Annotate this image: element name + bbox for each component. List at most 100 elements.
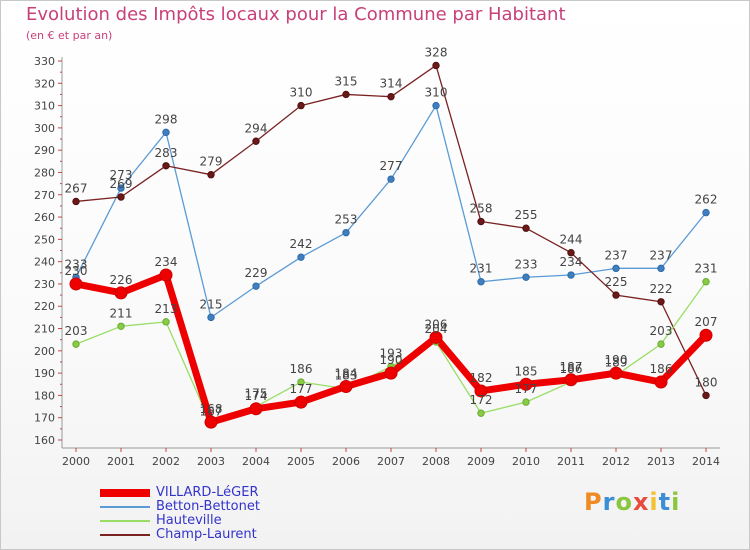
- data-label: 279: [200, 155, 223, 169]
- data-label: 328: [425, 45, 448, 59]
- data-point: [612, 264, 620, 273]
- data-point: [387, 92, 395, 101]
- data-point: [207, 313, 215, 322]
- data-label: 237: [650, 248, 673, 262]
- data-point: [702, 208, 710, 217]
- data-label: 233: [65, 257, 88, 271]
- data-label: 234: [155, 255, 178, 269]
- data-point: [522, 273, 530, 281]
- data-label: 298: [155, 112, 178, 126]
- chart-legend: VILLARD-LéGER Betton-Bettonet Hauteville…: [100, 486, 260, 542]
- data-label: 203: [65, 324, 88, 338]
- data-label: 206: [425, 317, 448, 331]
- y-tick-label: 200: [34, 345, 55, 358]
- legend-item-villard-leger[interactable]: VILLARD-LéGER: [100, 486, 260, 500]
- proxiti-logo: Proxiti: [584, 488, 680, 516]
- logo-letter: t: [658, 488, 672, 516]
- data-point: [204, 415, 218, 429]
- data-label: 184: [335, 366, 358, 380]
- x-tick-label: 2007: [377, 455, 405, 468]
- data-label: 314: [380, 77, 403, 91]
- y-tick-label: 190: [34, 367, 55, 380]
- data-point: [657, 264, 665, 273]
- x-tick-label: 2005: [287, 455, 315, 468]
- data-point: [342, 228, 350, 237]
- data-point: [429, 330, 443, 344]
- data-point: [702, 278, 710, 286]
- data-point: [207, 171, 215, 179]
- x-tick-label: 2003: [197, 455, 225, 468]
- legend-item-hauteville[interactable]: Hauteville: [100, 514, 260, 528]
- y-tick-label: 170: [34, 412, 55, 425]
- data-label: 207: [695, 315, 718, 329]
- data-point: [162, 128, 170, 137]
- data-label: 180: [695, 375, 718, 389]
- y-tick-label: 300: [34, 122, 55, 135]
- data-point: [477, 278, 485, 286]
- data-label: 187: [560, 360, 583, 374]
- legend-label-champ-laurent: Champ-Laurent: [156, 527, 257, 542]
- data-label: 315: [335, 74, 358, 88]
- data-point: [72, 340, 80, 348]
- legend-label-hauteville: Hauteville: [156, 513, 222, 528]
- data-label: 277: [380, 159, 403, 173]
- data-point: [294, 395, 308, 409]
- data-point: [519, 377, 533, 391]
- data-label: 203: [650, 324, 673, 338]
- data-point: [477, 409, 485, 417]
- data-label: 310: [290, 86, 313, 100]
- legend-swatch-hauteville: [100, 520, 150, 522]
- legend-item-champ-laurent[interactable]: Champ-Laurent: [100, 528, 260, 542]
- data-point: [522, 224, 530, 232]
- data-label: 242: [290, 237, 313, 251]
- x-tick-label: 2008: [422, 455, 450, 468]
- data-point: [114, 286, 128, 300]
- data-point: [477, 217, 485, 226]
- legend-swatch-champ-laurent: [100, 534, 150, 536]
- data-point: [702, 391, 710, 400]
- data-point: [252, 282, 260, 290]
- data-label: 211: [110, 306, 133, 320]
- logo-letter: P: [584, 488, 603, 516]
- data-label: 273: [110, 168, 133, 182]
- data-point: [162, 162, 170, 170]
- data-point: [297, 253, 305, 261]
- data-label: 168: [200, 402, 223, 416]
- data-label: 174: [245, 389, 268, 403]
- y-tick-label: 240: [34, 256, 55, 269]
- y-tick-label: 160: [34, 434, 55, 447]
- data-label: 258: [470, 202, 493, 216]
- x-tick-label: 2009: [467, 455, 495, 468]
- data-label: 283: [155, 146, 178, 160]
- data-point: [654, 375, 668, 389]
- data-label: 253: [335, 213, 358, 227]
- logo-letter: i: [649, 488, 659, 516]
- y-tick-label: 220: [34, 300, 55, 313]
- x-tick-label: 2000: [62, 455, 90, 468]
- data-label: 167: [200, 404, 223, 418]
- chart-title: Evolution des Impôts locaux pour la Comm…: [26, 4, 566, 25]
- data-label: 190: [380, 353, 403, 367]
- data-label: 189: [605, 355, 628, 369]
- legend-swatch-betton-bettonet: [100, 506, 150, 508]
- logo-letter: o: [615, 488, 633, 516]
- legend-item-betton-bettonet[interactable]: Betton-Bettonet: [100, 500, 260, 514]
- x-tick-label: 2014: [692, 455, 720, 468]
- data-point: [117, 193, 125, 201]
- data-label: 230: [65, 264, 88, 278]
- data-label: 182: [470, 371, 493, 385]
- data-label: 190: [605, 353, 628, 367]
- data-label: 193: [380, 346, 403, 360]
- data-label: 215: [200, 297, 223, 311]
- data-point: [432, 101, 440, 110]
- x-tick-label: 2013: [647, 455, 675, 468]
- data-point: [612, 291, 620, 299]
- data-label: 294: [245, 121, 268, 135]
- data-point: [117, 322, 125, 330]
- data-point: [69, 277, 83, 291]
- data-point: [384, 366, 398, 380]
- data-point: [474, 384, 488, 398]
- x-tick-label: 2011: [557, 455, 585, 468]
- data-label: 310: [425, 86, 448, 100]
